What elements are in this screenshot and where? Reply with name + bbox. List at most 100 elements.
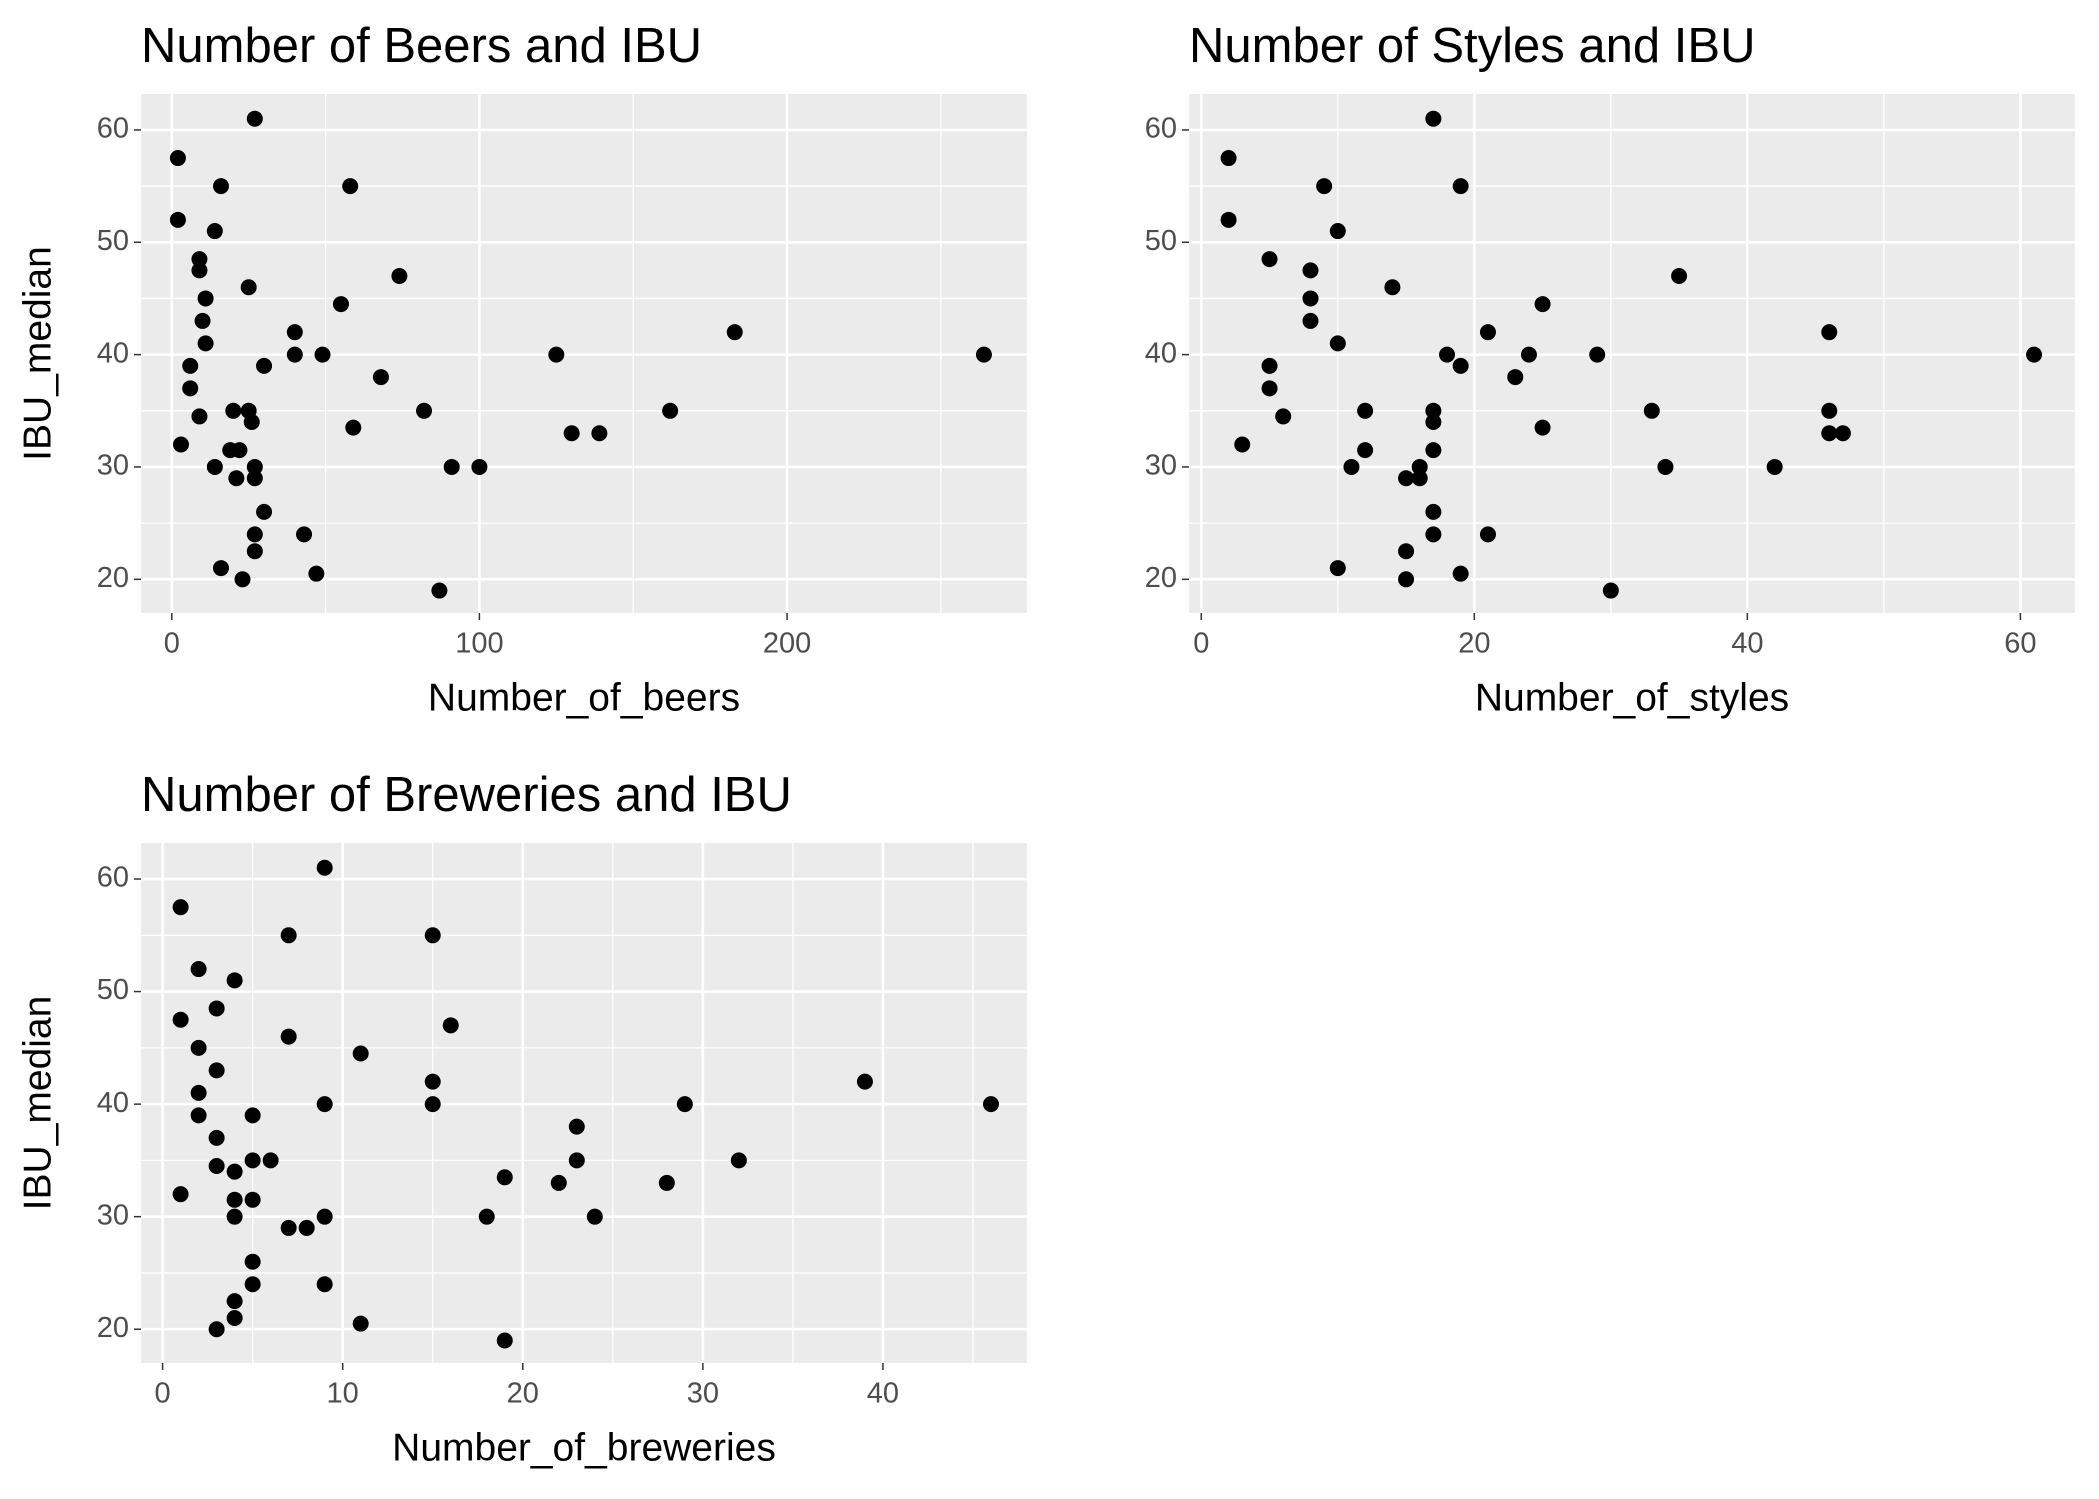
point xyxy=(262,1152,279,1169)
y-tick-label: 60 xyxy=(1145,113,1177,145)
point xyxy=(244,1152,261,1169)
x-tick-label: 200 xyxy=(763,628,811,660)
x-tick-label: 10 xyxy=(327,1378,359,1410)
point xyxy=(172,1011,189,1028)
point xyxy=(1643,402,1660,419)
point xyxy=(212,560,229,577)
point xyxy=(1261,380,1278,397)
point xyxy=(1384,279,1401,296)
point xyxy=(286,324,303,341)
point xyxy=(172,436,189,453)
y-tick-label: 30 xyxy=(97,450,129,482)
point xyxy=(1479,324,1496,341)
point xyxy=(1439,346,1456,363)
point xyxy=(982,1096,999,1113)
point xyxy=(244,1276,261,1293)
point xyxy=(1220,150,1237,167)
point xyxy=(1425,402,1442,419)
y-tick-label: 40 xyxy=(97,337,129,369)
y-tick-label: 20 xyxy=(97,1312,129,1344)
point xyxy=(190,1039,207,1056)
point xyxy=(568,1152,585,1169)
y-tick-label: 20 xyxy=(97,562,129,594)
x-tick-label: 0 xyxy=(1193,628,1209,660)
point xyxy=(1534,296,1551,313)
y-tick-label: 40 xyxy=(1145,337,1177,369)
point xyxy=(1275,408,1292,425)
point xyxy=(730,1152,747,1169)
point xyxy=(240,279,257,296)
point xyxy=(296,526,313,543)
point xyxy=(191,251,208,268)
point xyxy=(244,1253,261,1270)
point xyxy=(1479,526,1496,543)
point xyxy=(190,1084,207,1101)
point xyxy=(172,899,189,916)
point xyxy=(424,1096,441,1113)
point xyxy=(308,565,325,582)
point xyxy=(416,402,433,419)
point xyxy=(226,972,243,989)
point xyxy=(568,1118,585,1135)
point xyxy=(424,927,441,944)
point xyxy=(1329,223,1346,240)
point xyxy=(975,346,992,363)
chart-title: Number of Breweries and IBU xyxy=(141,768,792,822)
x-tick-label: 40 xyxy=(867,1378,899,1410)
point xyxy=(234,571,251,588)
point xyxy=(662,402,679,419)
y-tick-label: 30 xyxy=(1145,450,1177,482)
x-tick-label: 0 xyxy=(164,628,180,660)
x-tick-label: 20 xyxy=(1458,628,1490,660)
point xyxy=(280,1219,297,1236)
point xyxy=(1411,470,1428,487)
point xyxy=(169,150,186,167)
point xyxy=(246,543,263,560)
point xyxy=(1766,458,1783,475)
point xyxy=(280,1028,297,1045)
point xyxy=(1411,458,1428,475)
point xyxy=(191,262,208,279)
x-tick-label: 40 xyxy=(1731,628,1763,660)
point xyxy=(1398,543,1415,560)
x-axis-title: Number_of_breweries xyxy=(392,1426,776,1469)
point xyxy=(246,110,263,127)
point xyxy=(431,582,448,599)
point xyxy=(1452,565,1469,582)
y-tick-label: 40 xyxy=(97,1087,129,1119)
point xyxy=(586,1208,603,1225)
y-tick-label: 60 xyxy=(97,862,129,894)
point xyxy=(1329,335,1346,352)
point xyxy=(206,458,223,475)
point xyxy=(591,425,608,442)
point xyxy=(208,1129,225,1146)
point xyxy=(208,1000,225,1017)
point xyxy=(225,402,242,419)
point xyxy=(194,312,211,329)
point xyxy=(345,419,362,436)
point xyxy=(442,1017,459,1034)
point xyxy=(676,1096,693,1113)
x-axis-title: Number_of_beers xyxy=(428,676,740,719)
point xyxy=(182,380,199,397)
point xyxy=(342,178,359,195)
point xyxy=(1452,178,1469,195)
point xyxy=(1657,458,1674,475)
point xyxy=(1234,436,1251,453)
point xyxy=(286,346,303,363)
point xyxy=(1261,251,1278,268)
point xyxy=(2026,346,2043,363)
point xyxy=(1425,526,1442,543)
point xyxy=(496,1332,513,1349)
point xyxy=(443,458,460,475)
y-tick-label: 50 xyxy=(97,974,129,1006)
point xyxy=(548,346,565,363)
point xyxy=(316,859,333,876)
x-tick-label: 30 xyxy=(687,1378,719,1410)
point xyxy=(332,296,349,313)
point xyxy=(182,357,199,374)
point xyxy=(1261,357,1278,374)
panel: 0 20 40 60 20 30 40 50 60 Number of Styles and IB… xyxy=(1145,19,2075,719)
point xyxy=(478,1208,495,1225)
point xyxy=(1834,425,1851,442)
